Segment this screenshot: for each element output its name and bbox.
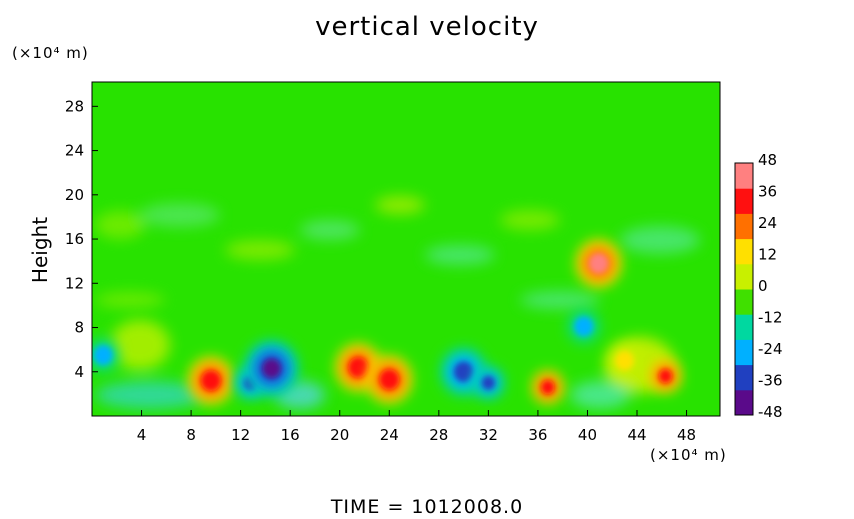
anomaly-ring	[93, 345, 113, 365]
colorbar-tick-label: 0	[758, 277, 768, 295]
anomaly-5	[367, 356, 412, 403]
colorbar-tick-label: 48	[758, 151, 777, 169]
colorbar-swatch	[735, 314, 753, 340]
colorbar-swatch	[735, 289, 753, 315]
y-tick-label: 8	[74, 319, 84, 337]
anomaly-ring	[481, 375, 496, 390]
colorbar-tick-label: 24	[758, 214, 777, 232]
x-axis: 4 8 12 16 20 24 28 32 36 40 44 48	[137, 410, 696, 444]
x-tick-label: 28	[429, 426, 448, 444]
colorbar-tick-label: -12	[758, 309, 783, 327]
x-tick-label: 4	[137, 426, 147, 444]
anomaly-ring	[348, 357, 369, 378]
y-tick-label: 16	[65, 230, 84, 248]
colorbar-tick-label: 12	[758, 246, 777, 264]
x-tick-label: 32	[479, 426, 498, 444]
x-tick-label: 16	[281, 426, 300, 444]
x-tick-label: 48	[677, 426, 696, 444]
anomaly-12	[609, 344, 640, 377]
anomaly-6	[441, 348, 486, 395]
anomaly-ring	[658, 369, 673, 384]
anomaly-ring	[541, 380, 555, 395]
y-tick-label: 12	[65, 274, 84, 292]
x-tick-label: 20	[330, 426, 349, 444]
anomaly-11	[650, 360, 681, 392]
anomaly-7	[473, 367, 504, 399]
anomaly-ring	[453, 361, 474, 383]
colorbar-tick-label: 36	[758, 183, 777, 201]
y-tick-label: 4	[74, 363, 84, 381]
anomaly-ring	[379, 369, 400, 390]
colorbar-swatch	[735, 213, 753, 240]
y-tick-label: 28	[65, 97, 84, 115]
colorbar-frame	[734, 162, 754, 416]
anomaly-1	[188, 357, 233, 404]
y-tick-label: 20	[65, 186, 84, 204]
anomaly-ring	[201, 370, 221, 391]
x-tick-label: 44	[627, 426, 646, 444]
colorbar-swatch	[735, 188, 753, 214]
colorbar: 48 36 24 12 0 -12 -24 -36 -48	[734, 151, 783, 421]
x-tick-label: 36	[528, 426, 547, 444]
anomaly-ring	[262, 358, 281, 378]
anomaly-ring	[574, 316, 593, 337]
colorbar-swatch	[735, 263, 753, 290]
chart-title: vertical velocity	[315, 12, 539, 42]
anomaly-3	[245, 341, 298, 396]
anomaly-0	[92, 339, 119, 371]
anomaly-8	[532, 371, 563, 403]
colorbar-swatch	[735, 389, 753, 416]
y-units-label: (×10⁴ m)	[12, 44, 89, 62]
x-units-label: (×10⁴ m)	[650, 446, 727, 464]
colorbar-swatch	[735, 339, 753, 366]
y-tick-label: 24	[65, 142, 84, 160]
velocity-field	[92, 82, 720, 416]
x-tick-label: 40	[578, 426, 597, 444]
time-label: TIME = 1012008.0	[330, 496, 524, 518]
x-tick-label: 24	[380, 426, 399, 444]
colorbar-swatch	[735, 364, 753, 391]
colorbar-swatch	[735, 163, 753, 189]
anomaly-9	[576, 240, 621, 287]
anomaly-ring	[615, 351, 634, 371]
anomaly-ring	[588, 253, 609, 274]
colorbar-tick-label: -48	[758, 403, 783, 421]
colorbar-tick-label: -36	[758, 372, 783, 390]
anomaly-10	[568, 310, 599, 343]
colorbar-tick-label: -24	[758, 340, 783, 358]
anomaly-layer	[92, 240, 681, 404]
colorbar-swatch	[735, 238, 753, 265]
y-axis: 4 8 12 16 20 24 28	[65, 97, 98, 381]
x-tick-label: 8	[186, 426, 196, 444]
mid-level-texture	[95, 196, 700, 309]
x-tick-label: 12	[231, 426, 250, 444]
plot-frame	[91, 81, 721, 417]
